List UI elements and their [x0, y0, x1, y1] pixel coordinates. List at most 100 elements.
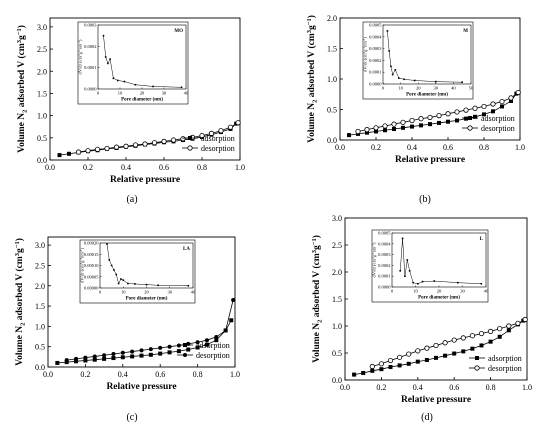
- inset-y-axis-title: dV/dr (cm3g-1nm-1): [371, 242, 377, 278]
- inset-point: [404, 275, 406, 277]
- x-tick-label: 0.6: [449, 383, 459, 392]
- y-tick-label: 2.0: [332, 268, 342, 277]
- marker-square: [67, 151, 71, 156]
- inset-x-tick-label: 0: [97, 91, 100, 96]
- marker-open-circle: [487, 328, 494, 334]
- marker-square: [461, 349, 466, 354]
- inset-x-tick-label: 10: [398, 86, 403, 91]
- y-tick-label: 2.0: [35, 282, 45, 291]
- inset-y-tick-label: 0.00010: [84, 263, 99, 268]
- y-tick-label: 0.0: [327, 136, 337, 145]
- marker-open-circle: [472, 105, 478, 111]
- inset-y-axis-title: dV/dr (cm3g-1nm-1): [362, 36, 368, 72]
- marker-open-circle: [104, 145, 110, 152]
- inset-x-tick-label: 30: [460, 289, 465, 294]
- x-tick-label: 0.4: [413, 383, 423, 392]
- inset-plot-frame: [382, 24, 472, 85]
- inset-point: [433, 280, 436, 282]
- chart-panel-b: 0.0 0.2 0.4 0.6 0.8 1.0 0.0 0.5 1.0 1.5 2.0 Relativ…: [306, 14, 525, 205]
- inset-y-tick-label: 0.00015: [84, 252, 99, 257]
- inset-y-tick-label: 0.0005: [378, 231, 391, 236]
- inset-title: LA: [183, 247, 190, 252]
- marker-square: [83, 358, 88, 363]
- inset-y-axis-title: dV/dr (cm3g-1nm-1): [79, 247, 85, 283]
- x-axis-title: Relative pressure: [395, 155, 465, 165]
- marker-open-circle: [445, 111, 451, 117]
- inset-point: [110, 264, 113, 267]
- marker-open-circle: [235, 120, 241, 126]
- y-tick-label: 1.0: [327, 75, 337, 84]
- marker-square: [379, 367, 384, 372]
- marker-square: [401, 125, 405, 130]
- y-tick-label: 1.5: [332, 295, 342, 304]
- legend-label: adsorption: [196, 341, 230, 350]
- marker-square: [475, 356, 479, 360]
- inset-x-tick-label: 10: [413, 289, 418, 294]
- marker-open-circle: [460, 335, 466, 341]
- marker-open-circle: [415, 348, 421, 354]
- marker-square: [229, 318, 234, 323]
- legend-label: adsorption: [201, 134, 235, 143]
- inset-point: [390, 65, 392, 68]
- inset-point: [157, 284, 159, 287]
- inset-point: [180, 86, 183, 89]
- y-axis-title: Volume N2 adsorbed V (cm3g−1): [311, 235, 324, 363]
- y-tick-label: 0.0: [37, 156, 47, 165]
- marker-circle: [120, 350, 125, 355]
- x-tick-label: 0.0: [340, 383, 350, 392]
- y-tick-label: 0.0: [332, 376, 342, 385]
- chart-panel-a: 0.0 0.2 0.4 0.6 0.8 1.0 0.0 0.5 1.0 1.5 2.0 2.5 3.0 R…: [16, 17, 245, 205]
- marker-square: [428, 122, 432, 127]
- marker-square: [374, 129, 378, 134]
- y-tick-label: 3.0: [35, 241, 45, 250]
- legend-label: desorption: [196, 351, 230, 360]
- inset-point: [117, 282, 120, 285]
- inset-point: [388, 50, 390, 52]
- inset-line: [103, 35, 182, 88]
- inset-chart: 0 10 20 30 40 50 0.0000 0.0001 0.0002 0.0003 0.000…: [362, 21, 474, 100]
- inset-point: [435, 80, 437, 83]
- inset-y-tick-label: 0.0001: [84, 65, 96, 70]
- inset-chart: 0 10 20 30 40 0.00000 0.00005 0.00010 0.00015 0.0…: [79, 239, 196, 304]
- y-tick-label: 2.5: [35, 261, 45, 270]
- marker-open-circle: [218, 128, 224, 134]
- inset-x-axis-title: Pore diameter (nm): [418, 296, 460, 301]
- marker-open-circle: [474, 365, 480, 371]
- legend-label: desorption: [201, 144, 235, 153]
- marker-open-circle: [208, 130, 215, 136]
- marker-square: [437, 120, 441, 125]
- marker-open-circle: [508, 95, 514, 101]
- y-tick-label: 1.5: [327, 45, 337, 54]
- x-tick-label: 0.2: [376, 383, 386, 392]
- chart-panel-c: 0.0 0.2 0.4 0.6 0.8 1.0 0.0 0.5 1.0 1.5 2.0 2.5 3.0 R…: [14, 236, 240, 423]
- marker-circle: [214, 334, 219, 339]
- x-tick-label: 0.2: [80, 370, 90, 379]
- marker-square: [195, 345, 200, 350]
- y-tick-label: 0.0: [35, 363, 45, 372]
- y-tick-label: 1.5: [37, 89, 47, 98]
- x-tick-label: 0.0: [335, 143, 345, 152]
- marker-open-circle: [497, 326, 503, 332]
- inset-point: [102, 34, 105, 37]
- y-axis-title: Volume N2 adsorbed V (cm3g−1): [14, 238, 27, 366]
- inset-point: [412, 281, 414, 284]
- y-tick-label: 2.5: [37, 45, 47, 54]
- inset-point: [187, 284, 190, 287]
- marker-circle: [158, 345, 163, 350]
- marker-open-circle: [409, 117, 415, 124]
- inset-title: M: [463, 29, 468, 34]
- marker-open-circle: [355, 128, 361, 135]
- marker-circle: [176, 343, 181, 348]
- marker-open-circle: [187, 145, 193, 151]
- marker-square: [406, 361, 411, 366]
- inset-y-tick-label: 0.0000: [369, 82, 382, 87]
- inset-point: [112, 77, 115, 80]
- marker-circle: [167, 344, 172, 349]
- marker-square: [434, 355, 438, 360]
- inset-point: [134, 283, 136, 285]
- inset-y-tick-label: 0.0000: [84, 87, 97, 92]
- marker-square: [397, 363, 402, 368]
- y-tick-label: 1.0: [35, 322, 45, 331]
- inset-point: [406, 259, 409, 261]
- inset-x-tick-label: 30: [168, 290, 173, 295]
